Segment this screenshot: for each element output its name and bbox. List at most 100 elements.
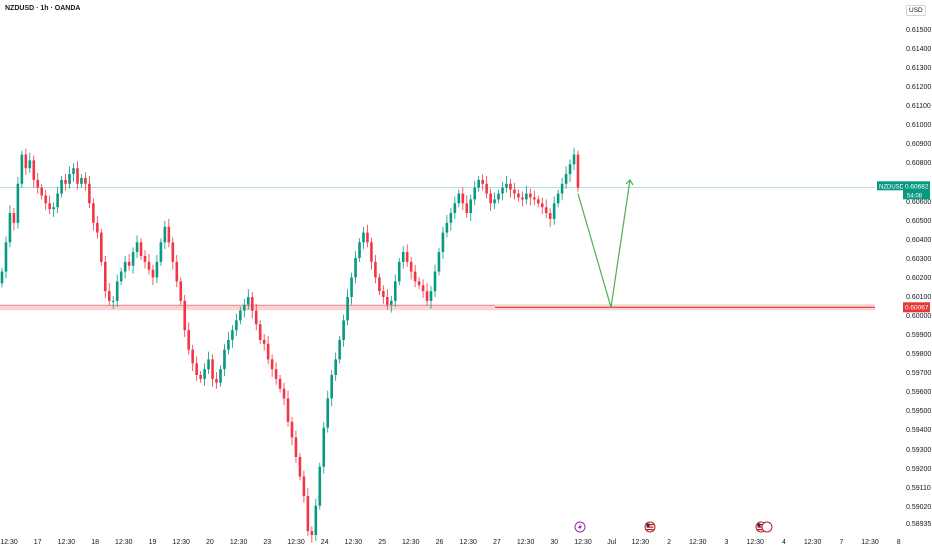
drawings[interactable] <box>577 178 634 308</box>
candle-body <box>262 339 266 344</box>
time-tick-label: 23 <box>263 539 271 546</box>
currency-label[interactable]: USD <box>906 5 926 16</box>
price-tick-label: 0.60200 <box>906 275 931 282</box>
candle-body <box>576 154 580 188</box>
candle-body <box>266 343 270 360</box>
candle-body <box>302 476 306 496</box>
candle-body <box>239 310 242 321</box>
candle-body <box>207 359 210 370</box>
symbol-title: NZDUSD · 1h · OANDA <box>5 5 81 12</box>
candle-body <box>100 232 103 262</box>
candle-body <box>16 183 20 223</box>
candle-body <box>306 495 310 532</box>
price-tick-label: 0.59700 <box>906 370 931 377</box>
candle-body <box>203 369 206 379</box>
time-tick-label: 26 <box>436 539 444 546</box>
candle-body <box>72 168 75 175</box>
candle-body <box>274 369 278 379</box>
candle-body <box>215 378 218 383</box>
candle-body <box>382 291 385 297</box>
candle-body <box>389 300 393 305</box>
candle-body <box>350 277 353 297</box>
candle-body <box>290 421 294 438</box>
candle-body <box>36 179 40 188</box>
candle-body <box>96 222 99 233</box>
candle-body <box>409 261 413 272</box>
candle-body <box>24 154 28 169</box>
us-flag-event-icon-overlap <box>761 521 773 533</box>
candle-body <box>52 207 55 210</box>
candle-body <box>334 359 337 376</box>
candle-body <box>211 359 214 379</box>
candle-body <box>366 232 369 243</box>
time-tick-label: 12:30 <box>861 539 879 546</box>
candle-body <box>469 199 473 214</box>
candle-body <box>485 183 488 194</box>
candle-body <box>286 398 290 422</box>
support-zone-band <box>0 304 875 311</box>
us-flag-event-icon[interactable] <box>644 521 656 533</box>
candle-body <box>552 203 556 219</box>
candles <box>0 147 580 543</box>
candle-body <box>513 189 516 194</box>
candle-body <box>282 388 286 399</box>
candle-body <box>44 195 47 204</box>
candle-body <box>429 291 433 301</box>
time-tick-label: 24 <box>321 539 329 546</box>
candle-body <box>147 261 151 270</box>
candle-body <box>131 252 135 266</box>
candle-body <box>509 183 512 190</box>
candle-body <box>135 242 139 253</box>
candle-body <box>92 203 95 223</box>
candle-body <box>175 261 179 282</box>
candle-body <box>199 375 202 379</box>
candle-body <box>489 193 492 204</box>
candle-body <box>533 197 536 200</box>
candle-body <box>219 369 222 383</box>
candle-body <box>191 349 194 364</box>
time-tick-label: 25 <box>378 539 386 546</box>
candle-body <box>536 199 540 204</box>
candle-body <box>0 271 4 284</box>
time-axis[interactable]: 12:30 17 12:30 18 12:30 19 12:30 20 12:30 23 12:30… <box>0 539 901 546</box>
current-price-badge: 0.60682 <box>905 183 929 190</box>
projection-arrow <box>577 179 631 308</box>
candle-body <box>139 242 143 256</box>
flash-event-icon[interactable] <box>574 521 586 533</box>
candle-body <box>270 359 274 370</box>
time-tick-label: 12:30 <box>402 539 420 546</box>
candle-body <box>362 232 365 243</box>
candle-body <box>84 177 87 184</box>
candle-body <box>413 271 417 282</box>
candle-body <box>68 174 71 184</box>
time-tick-label: 12:30 <box>58 539 76 546</box>
candle-body <box>111 300 115 302</box>
arrow-head <box>625 178 634 186</box>
event-icons[interactable] <box>574 521 773 533</box>
candle-body <box>231 330 234 340</box>
price-tick-label: 0.60500 <box>906 218 931 225</box>
candle-body <box>465 203 469 214</box>
price-tick-label: 0.59900 <box>906 332 931 339</box>
candle-body <box>421 285 425 292</box>
flag-stripe <box>646 526 654 528</box>
candle-body <box>171 242 175 262</box>
price-tick-label: 0.59500 <box>906 408 931 415</box>
candle-body <box>246 296 250 305</box>
price-axis[interactable]: 0.61500 0.61400 0.61300 0.61200 0.61100 0.610… <box>906 27 931 528</box>
candle-body <box>159 242 163 262</box>
price-tick-label: 0.60800 <box>906 160 931 167</box>
time-tick-label: 12:30 <box>0 539 18 546</box>
symbol-badge-name: NZDUSD <box>879 184 905 190</box>
candle-body <box>20 154 24 184</box>
candle-body <box>453 203 457 214</box>
candle-body <box>187 330 191 350</box>
candle-body <box>119 271 123 282</box>
candle-body <box>250 296 254 311</box>
candle-body <box>548 213 552 219</box>
price-tick-label: 0.58935 <box>906 521 931 528</box>
candle-body <box>517 193 520 198</box>
candle-body <box>521 197 524 200</box>
